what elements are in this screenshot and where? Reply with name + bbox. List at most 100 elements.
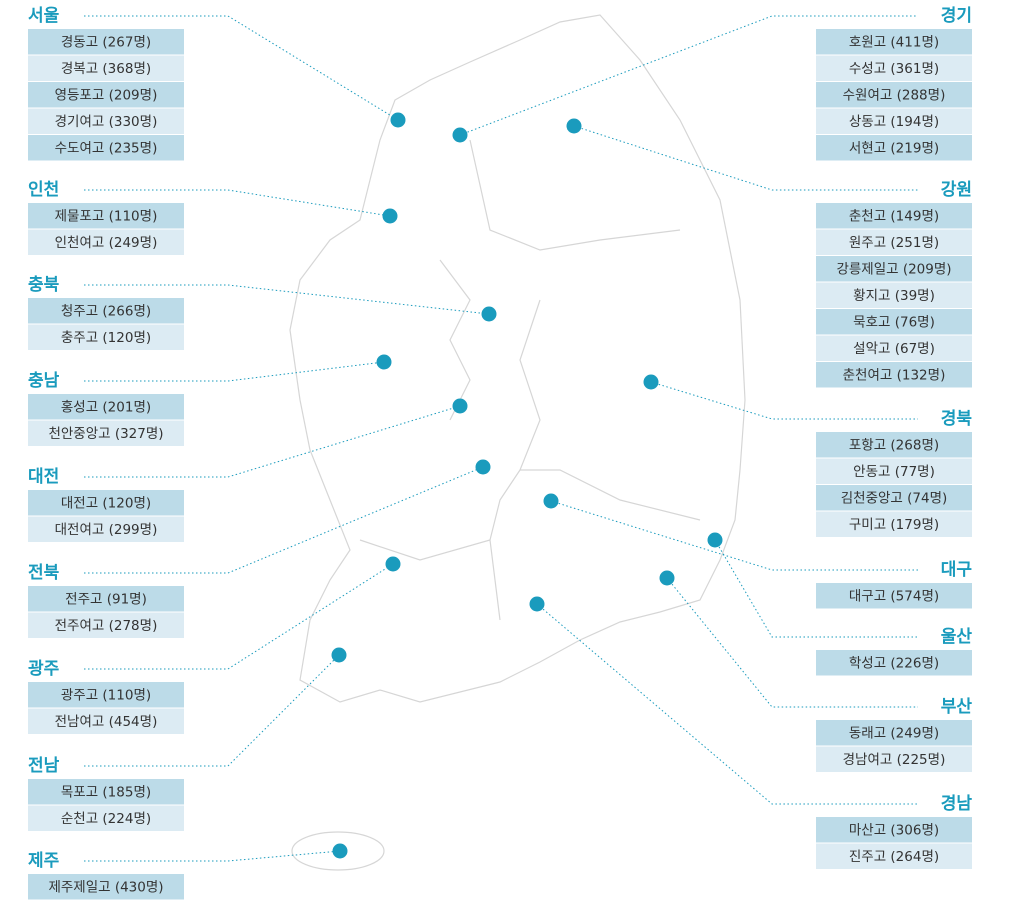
region-name: 서울 — [28, 6, 60, 26]
school-label: 안동고 (77명) — [853, 464, 935, 480]
region-name: 충북 — [28, 275, 60, 295]
location-dot — [643, 374, 659, 390]
school-row — [28, 516, 184, 542]
region-name: 인천 — [28, 180, 59, 200]
region-name: 부산 — [941, 697, 973, 717]
region-name: 광주 — [28, 659, 60, 679]
region-name: 강원 — [941, 180, 972, 200]
school-label: 강릉제일고 (209명) — [836, 261, 951, 277]
school-row — [816, 29, 972, 55]
school-row — [816, 309, 972, 335]
school-row — [28, 420, 184, 446]
region-name: 전북 — [28, 563, 60, 583]
school-label: 수도여고 (235명) — [55, 140, 158, 156]
school-label: 마산고 (306명) — [849, 822, 939, 838]
leader-line — [650, 381, 918, 420]
school-label: 홍성고 (201명) — [61, 399, 151, 415]
school-label: 순천고 (224명) — [61, 811, 151, 827]
leader-line — [84, 563, 394, 670]
school-row — [816, 432, 972, 458]
school-row — [816, 485, 972, 511]
school-row — [28, 708, 184, 734]
school-label: 김천중앙고 (74명) — [841, 490, 948, 506]
school-label: 충주고 (120명) — [61, 330, 151, 346]
school-label: 수원여고 (288명) — [843, 87, 946, 103]
school-label: 포항고 (268명) — [849, 437, 939, 453]
school-label: 목포고 (185명) — [61, 784, 151, 800]
school-label: 경동고 (267명) — [61, 34, 151, 50]
school-row — [816, 282, 972, 308]
leader-line — [84, 284, 490, 315]
school-label: 구미고 (179명) — [849, 517, 939, 533]
school-row — [816, 135, 972, 161]
location-dot — [707, 532, 723, 548]
school-row — [28, 135, 184, 161]
school-row — [816, 720, 972, 746]
leader-line — [84, 405, 461, 478]
school-row — [816, 362, 972, 388]
region-name: 경남 — [941, 794, 973, 814]
leader-line — [714, 539, 918, 638]
map — [289, 14, 746, 871]
school-label: 대구고 (574명) — [849, 588, 939, 604]
location-dot — [376, 354, 392, 370]
location-dot — [543, 493, 559, 509]
school-label: 상동고 (194명) — [849, 114, 939, 130]
school-label: 대전고 (120명) — [61, 495, 151, 511]
leader-line — [84, 654, 340, 767]
school-row — [816, 817, 972, 843]
leader-line — [536, 603, 918, 805]
school-row — [28, 612, 184, 638]
school-label: 서현고 (219명) — [849, 140, 939, 156]
leader-line — [84, 850, 341, 862]
school-row — [28, 55, 184, 81]
school-label: 영등포고 (209명) — [55, 87, 158, 103]
location-dot — [452, 127, 468, 143]
school-label: 제주제일고 (430명) — [48, 879, 163, 895]
school-label: 전남여고 (454명) — [55, 714, 158, 730]
school-label: 전주여고 (278명) — [55, 618, 158, 634]
school-row — [28, 490, 184, 516]
school-label: 전주고 (91명) — [65, 591, 147, 607]
school-row — [816, 256, 972, 282]
school-label: 제물포고 (110명) — [55, 208, 158, 224]
leader-line — [84, 15, 399, 121]
school-row — [28, 203, 184, 229]
region-name: 대구 — [941, 560, 973, 580]
region-name: 경북 — [941, 409, 973, 429]
location-dot — [659, 570, 675, 586]
school-row — [28, 682, 184, 708]
region-name: 전남 — [28, 756, 60, 776]
school-row — [816, 335, 972, 361]
location-dot — [332, 843, 348, 859]
jeju-outline — [291, 831, 385, 871]
school-label: 설악고 (67명) — [853, 341, 935, 357]
location-dot — [382, 208, 398, 224]
school-label: 청주고 (266명) — [61, 303, 151, 319]
region-name: 충남 — [28, 371, 60, 391]
school-label: 동래고 (249명) — [849, 725, 939, 741]
leader-line — [84, 361, 385, 382]
school-row — [816, 55, 972, 81]
school-row — [816, 583, 972, 609]
school-label: 광주고 (110명) — [61, 687, 151, 703]
leader-line — [573, 125, 918, 191]
region-name: 경기 — [941, 6, 972, 26]
school-row — [28, 108, 184, 134]
school-label: 천안중앙고 (327명) — [48, 426, 163, 442]
leader-line — [550, 500, 918, 571]
school-label: 진주고 (264명) — [849, 849, 939, 865]
location-dot — [566, 118, 582, 134]
location-dot — [385, 556, 401, 572]
school-row — [28, 82, 184, 108]
region-name: 대전 — [28, 467, 59, 487]
location-dot — [481, 306, 497, 322]
school-row — [816, 229, 972, 255]
school-label: 경복고 (368명) — [61, 61, 151, 77]
leader-line — [84, 189, 391, 217]
region-borders — [359, 139, 701, 621]
school-label: 춘천고 (149명) — [849, 208, 939, 224]
school-label: 묵호고 (76명) — [853, 314, 935, 330]
school-label: 대전여고 (299명) — [55, 522, 158, 538]
